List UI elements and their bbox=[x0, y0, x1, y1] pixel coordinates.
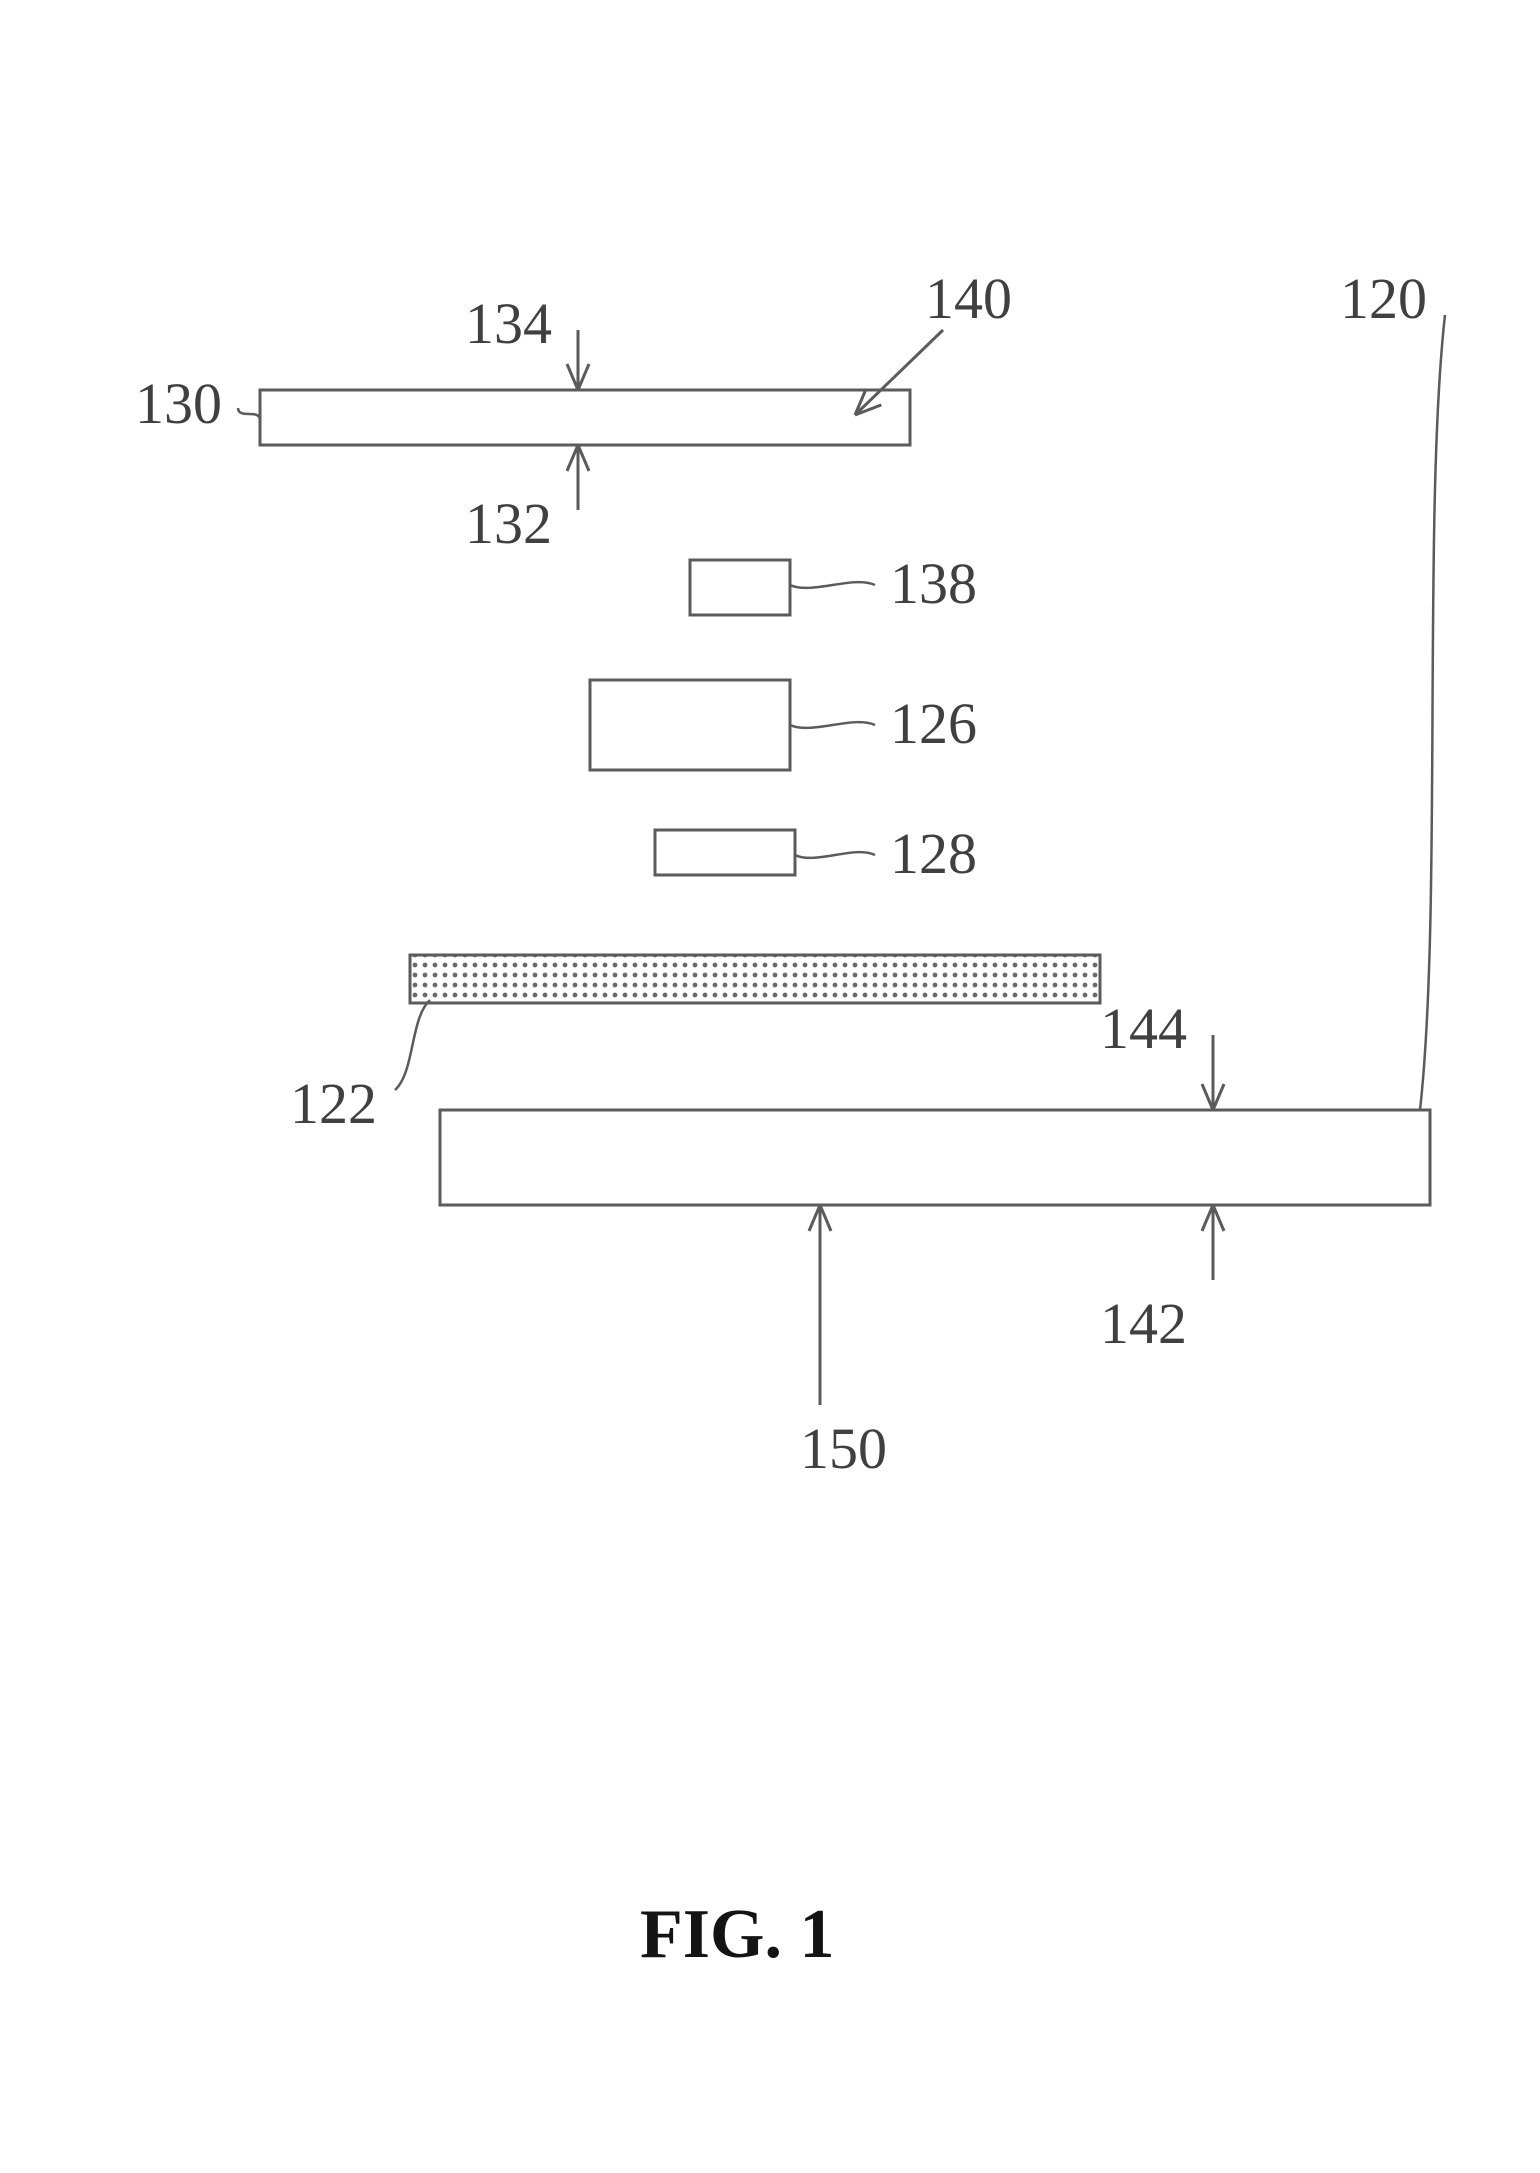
ref-label-132: 132 bbox=[465, 495, 552, 553]
arrow-a132 bbox=[567, 445, 589, 510]
ref-label-120: 120 bbox=[1340, 270, 1427, 328]
leader-ld130 bbox=[238, 408, 260, 420]
ref-label-128: 128 bbox=[890, 825, 977, 883]
leader-ld120 bbox=[1420, 315, 1445, 1110]
ref-label-122: 122 bbox=[290, 1075, 377, 1133]
leader-ld126 bbox=[790, 722, 875, 728]
ref-label-126: 126 bbox=[890, 695, 977, 753]
shape-r138 bbox=[690, 560, 790, 615]
ref-label-130: 130 bbox=[135, 375, 222, 433]
figure-caption: FIG. 1 bbox=[640, 1900, 834, 1970]
arrow-a150 bbox=[809, 1205, 831, 1405]
arrow-a144 bbox=[1202, 1035, 1224, 1110]
shape-r122 bbox=[410, 955, 1100, 1003]
ref-label-144: 144 bbox=[1100, 1000, 1187, 1058]
arrow-a142 bbox=[1202, 1205, 1224, 1280]
leader-ld122 bbox=[395, 1000, 430, 1090]
ref-label-142: 142 bbox=[1100, 1295, 1187, 1353]
shape-r126 bbox=[590, 680, 790, 770]
leader-ld138 bbox=[790, 582, 875, 588]
figure-stage: 130 134 132 140 138 126 128 122 144 142 150 120 FIG… bbox=[0, 0, 1540, 2173]
arrow-a134 bbox=[567, 330, 589, 390]
leader-ld128 bbox=[795, 852, 875, 858]
ref-label-140: 140 bbox=[925, 270, 1012, 328]
diagram-svg bbox=[0, 0, 1540, 2173]
shape-r128 bbox=[655, 830, 795, 875]
ref-label-134: 134 bbox=[465, 295, 552, 353]
shape-r130 bbox=[260, 390, 910, 445]
ref-label-150: 150 bbox=[800, 1420, 887, 1478]
shape-r120 bbox=[440, 1110, 1430, 1205]
ref-label-138: 138 bbox=[890, 555, 977, 613]
